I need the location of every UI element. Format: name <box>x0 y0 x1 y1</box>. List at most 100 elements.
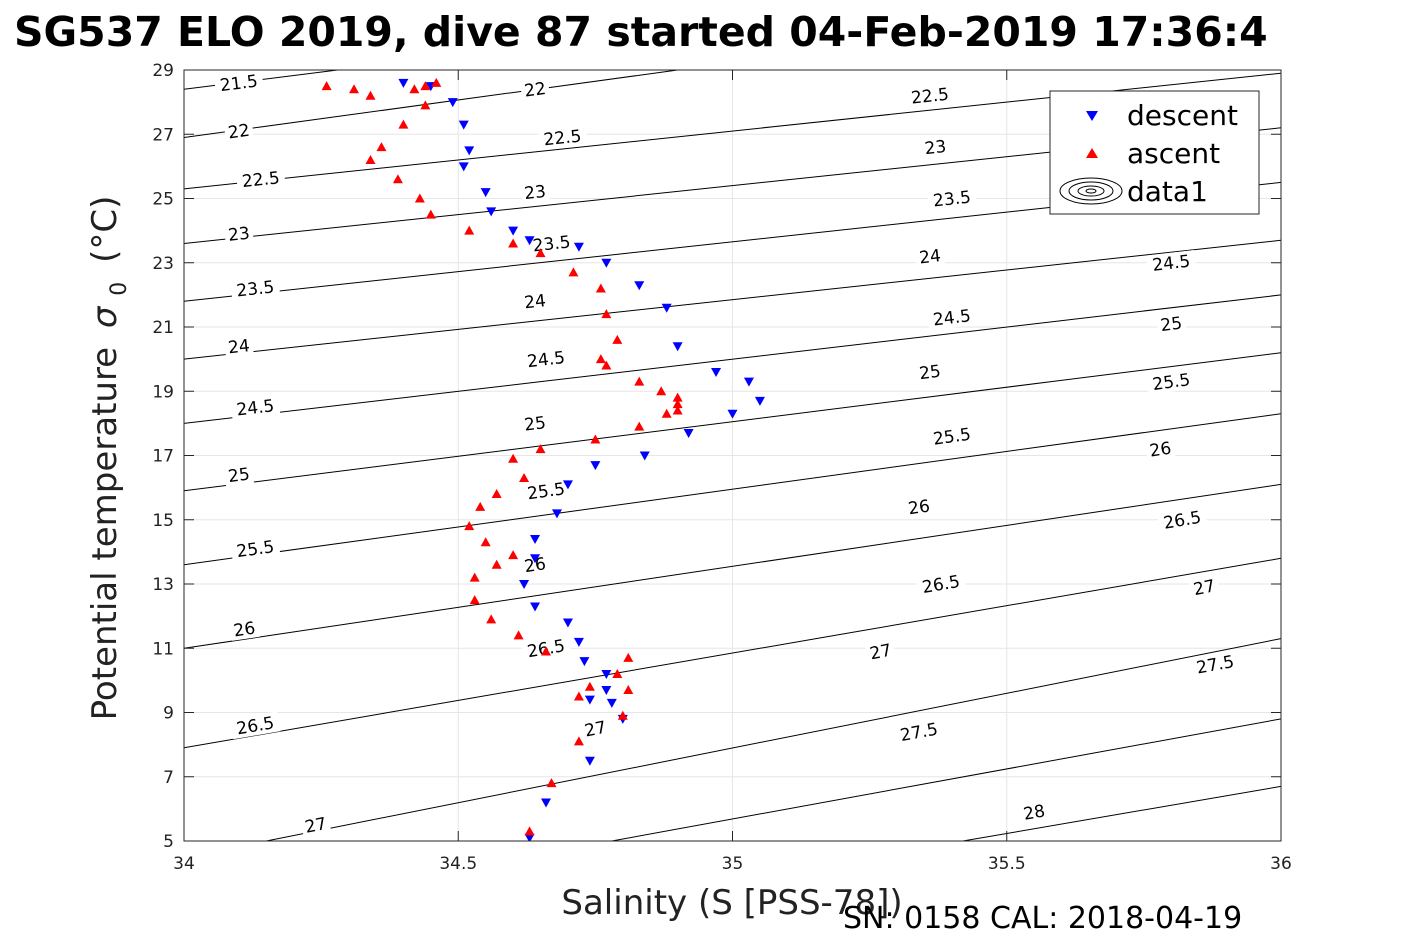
contour-label-bg <box>230 275 281 301</box>
contour-label: 24 <box>523 291 547 313</box>
ascent-point <box>612 334 623 344</box>
descent-point <box>606 698 617 708</box>
ascent-point <box>524 826 535 836</box>
x-tick-label: 34 <box>173 854 195 874</box>
ascent-point <box>475 501 486 511</box>
contour-line-25.5 <box>184 413 1281 566</box>
descent-point <box>661 303 672 313</box>
ascent-point <box>464 225 475 235</box>
descent-point <box>480 188 491 198</box>
svg-text:Potential temperature σ: Potential temperature σ 0 (°C) <box>85 196 135 721</box>
descent-point <box>447 98 458 108</box>
ascent-point <box>508 238 519 248</box>
footer-calibration: SN: 0158 CAL: 2018-04-19 <box>843 901 1242 936</box>
contour-line-28 <box>962 785 1281 841</box>
legend-descent-label: descent <box>1127 99 1238 132</box>
x-axis-label: Salinity (S [PSS-78]) <box>561 883 902 923</box>
contour-line-26.5 <box>184 557 1281 749</box>
contour-line-22 <box>184 70 678 138</box>
descent-point <box>573 242 584 252</box>
ascent-point <box>661 408 672 418</box>
ascent-point <box>573 736 584 746</box>
legend-ascent-label: ascent <box>1127 137 1220 170</box>
chart-title: SG537 ELO 2019, dive 87 started 04-Feb-2… <box>14 8 1268 56</box>
descent-point <box>573 637 584 647</box>
y-tick-label: 29 <box>152 61 174 81</box>
ascent-point <box>349 84 360 94</box>
contour-label: 22.5 <box>910 85 950 109</box>
descent-point <box>530 602 541 612</box>
ascent-point <box>617 710 628 720</box>
contour-line-25 <box>184 352 1281 492</box>
contour-line-24.5 <box>184 294 1281 424</box>
contour-label-bg <box>519 552 551 577</box>
ascent-point <box>409 84 420 94</box>
contour-label-bg <box>229 711 281 740</box>
contour-label: 23 <box>523 182 547 204</box>
descent-point <box>601 686 612 696</box>
descent-point <box>579 657 590 667</box>
y-axis-label-subscript: 0 <box>107 282 132 296</box>
legend-descent-marker <box>1086 111 1098 121</box>
contour-label-bg <box>213 69 264 96</box>
ascent-point <box>486 614 497 624</box>
contour-label: 26 <box>523 554 547 577</box>
contour-label-bg <box>1146 250 1197 276</box>
ascent-point <box>513 630 524 640</box>
descent-point <box>754 396 765 406</box>
contour-label: 28 <box>1022 801 1047 824</box>
contour-label-bg <box>520 289 551 313</box>
ascent-point <box>612 668 623 678</box>
contour-label: 25 <box>523 413 547 436</box>
contour-label: 23 <box>924 137 948 159</box>
y-tick-label: 13 <box>152 575 174 595</box>
contour-label: 24.5 <box>526 348 566 372</box>
descent-point <box>530 535 541 545</box>
descent-point <box>519 580 530 589</box>
ascent-point <box>376 142 387 152</box>
contour-label-bg <box>223 334 254 358</box>
descent-point <box>727 409 738 419</box>
contour-label-bg <box>864 638 897 665</box>
contour-label-bg <box>537 125 588 150</box>
ascent-point <box>535 444 546 454</box>
contour-label: 26 <box>232 618 256 641</box>
x-tick-label: 35 <box>722 854 744 874</box>
descent-point <box>562 480 573 490</box>
contour-label: 24.5 <box>235 396 275 420</box>
descent-point <box>634 281 645 291</box>
legend-ascent-marker <box>1086 148 1098 158</box>
data-points <box>321 77 765 841</box>
contour-label: 21.5 <box>219 72 259 97</box>
contour-label: 25 <box>918 362 942 385</box>
axis-ticks: 34 34.5 35 35.5 36 5 7 9 11 13 15 17 19 21 23 25 27 29 <box>152 61 1291 874</box>
descent-point <box>672 342 683 352</box>
y-tick-label: 11 <box>152 639 174 659</box>
contour-label-bg <box>914 360 946 384</box>
descent-point <box>524 236 535 246</box>
contour-label-bg <box>521 346 572 372</box>
contour-label-bg <box>905 83 955 109</box>
contour-label-bg <box>920 135 951 159</box>
ascent-point <box>431 77 442 87</box>
ascent-point <box>508 453 519 463</box>
ascent-point <box>634 376 645 386</box>
density-contours <box>184 70 1281 841</box>
contour-line-27 <box>266 638 1281 841</box>
ascent-point <box>469 572 480 582</box>
ascent-point <box>365 154 376 164</box>
ascent-point <box>469 595 480 605</box>
contour-label: 23.5 <box>532 232 572 256</box>
y-axis-label-unit: (°C) <box>85 196 125 263</box>
contour-label-bg <box>579 716 612 742</box>
descent-point <box>584 695 595 705</box>
y-tick-label: 19 <box>152 382 174 402</box>
contour-label: 27 <box>868 641 893 665</box>
ascent-point <box>535 248 546 258</box>
ascent-point <box>541 646 552 656</box>
descent-point <box>601 669 612 679</box>
ascent-point <box>491 559 502 569</box>
descent-point <box>590 461 601 471</box>
legend-box <box>1049 90 1260 215</box>
descent-point <box>508 226 519 236</box>
